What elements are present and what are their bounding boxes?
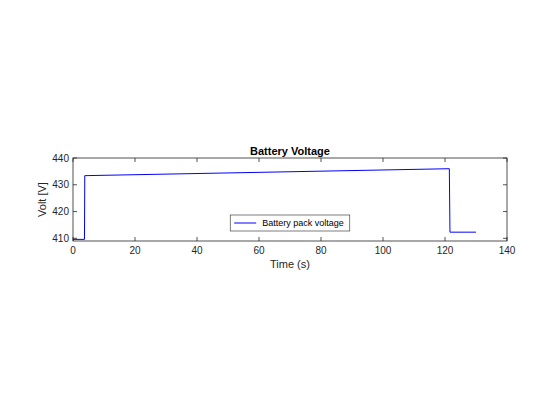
x-tick-top bbox=[321, 158, 322, 162]
y-tick-label: 440 bbox=[52, 153, 69, 164]
y-tick-right bbox=[503, 238, 507, 239]
x-tick-top bbox=[135, 158, 136, 162]
y-tick-right bbox=[503, 158, 507, 159]
y-tick bbox=[73, 184, 77, 185]
x-tick-label: 140 bbox=[499, 245, 516, 256]
x-tick-top bbox=[73, 158, 74, 162]
x-tick bbox=[197, 237, 198, 241]
x-tick-top bbox=[259, 158, 260, 162]
x-tick-label: 40 bbox=[191, 245, 203, 256]
legend-swatch bbox=[234, 223, 256, 224]
x-tick-label: 60 bbox=[253, 245, 265, 256]
y-tick bbox=[73, 158, 77, 159]
x-tick bbox=[135, 237, 136, 241]
y-tick-label: 410 bbox=[52, 233, 69, 244]
x-tick bbox=[507, 237, 508, 241]
x-tick bbox=[259, 237, 260, 241]
x-tick bbox=[321, 237, 322, 241]
legend: Battery pack voltage bbox=[230, 215, 350, 231]
series-group bbox=[73, 169, 476, 240]
series-line bbox=[73, 169, 476, 240]
x-tick-label: 0 bbox=[70, 245, 76, 256]
x-tick-label: 100 bbox=[375, 245, 392, 256]
title: Battery Voltage bbox=[250, 145, 330, 157]
legend-label: Battery pack voltage bbox=[262, 218, 344, 228]
x-tick-top bbox=[383, 158, 384, 162]
y-tick-label: 420 bbox=[52, 206, 69, 217]
x-tick-top bbox=[197, 158, 198, 162]
x-tick-top bbox=[445, 158, 446, 162]
x-tick-label: 20 bbox=[129, 245, 141, 256]
plot-area bbox=[73, 158, 507, 241]
y-tick-right bbox=[503, 211, 507, 212]
y-tick-label: 430 bbox=[52, 179, 69, 190]
legend-box bbox=[230, 215, 350, 231]
y-tick bbox=[73, 238, 77, 239]
x-tick bbox=[73, 237, 74, 241]
x-tick bbox=[445, 237, 446, 241]
y-tick bbox=[73, 211, 77, 212]
chart: 0 20 40 60 80 100 120 140 410 420 430 440 Battery Vo… bbox=[0, 0, 560, 420]
axes-box bbox=[73, 158, 507, 241]
x-tick-top bbox=[507, 158, 508, 162]
x-axis-label: Time (s) bbox=[270, 258, 310, 270]
x-tick-label: 120 bbox=[437, 245, 454, 256]
y-tick-right bbox=[503, 184, 507, 185]
x-tick bbox=[383, 237, 384, 241]
x-tick-label: 80 bbox=[315, 245, 327, 256]
y-axis-label: Volt [V] bbox=[36, 182, 48, 217]
